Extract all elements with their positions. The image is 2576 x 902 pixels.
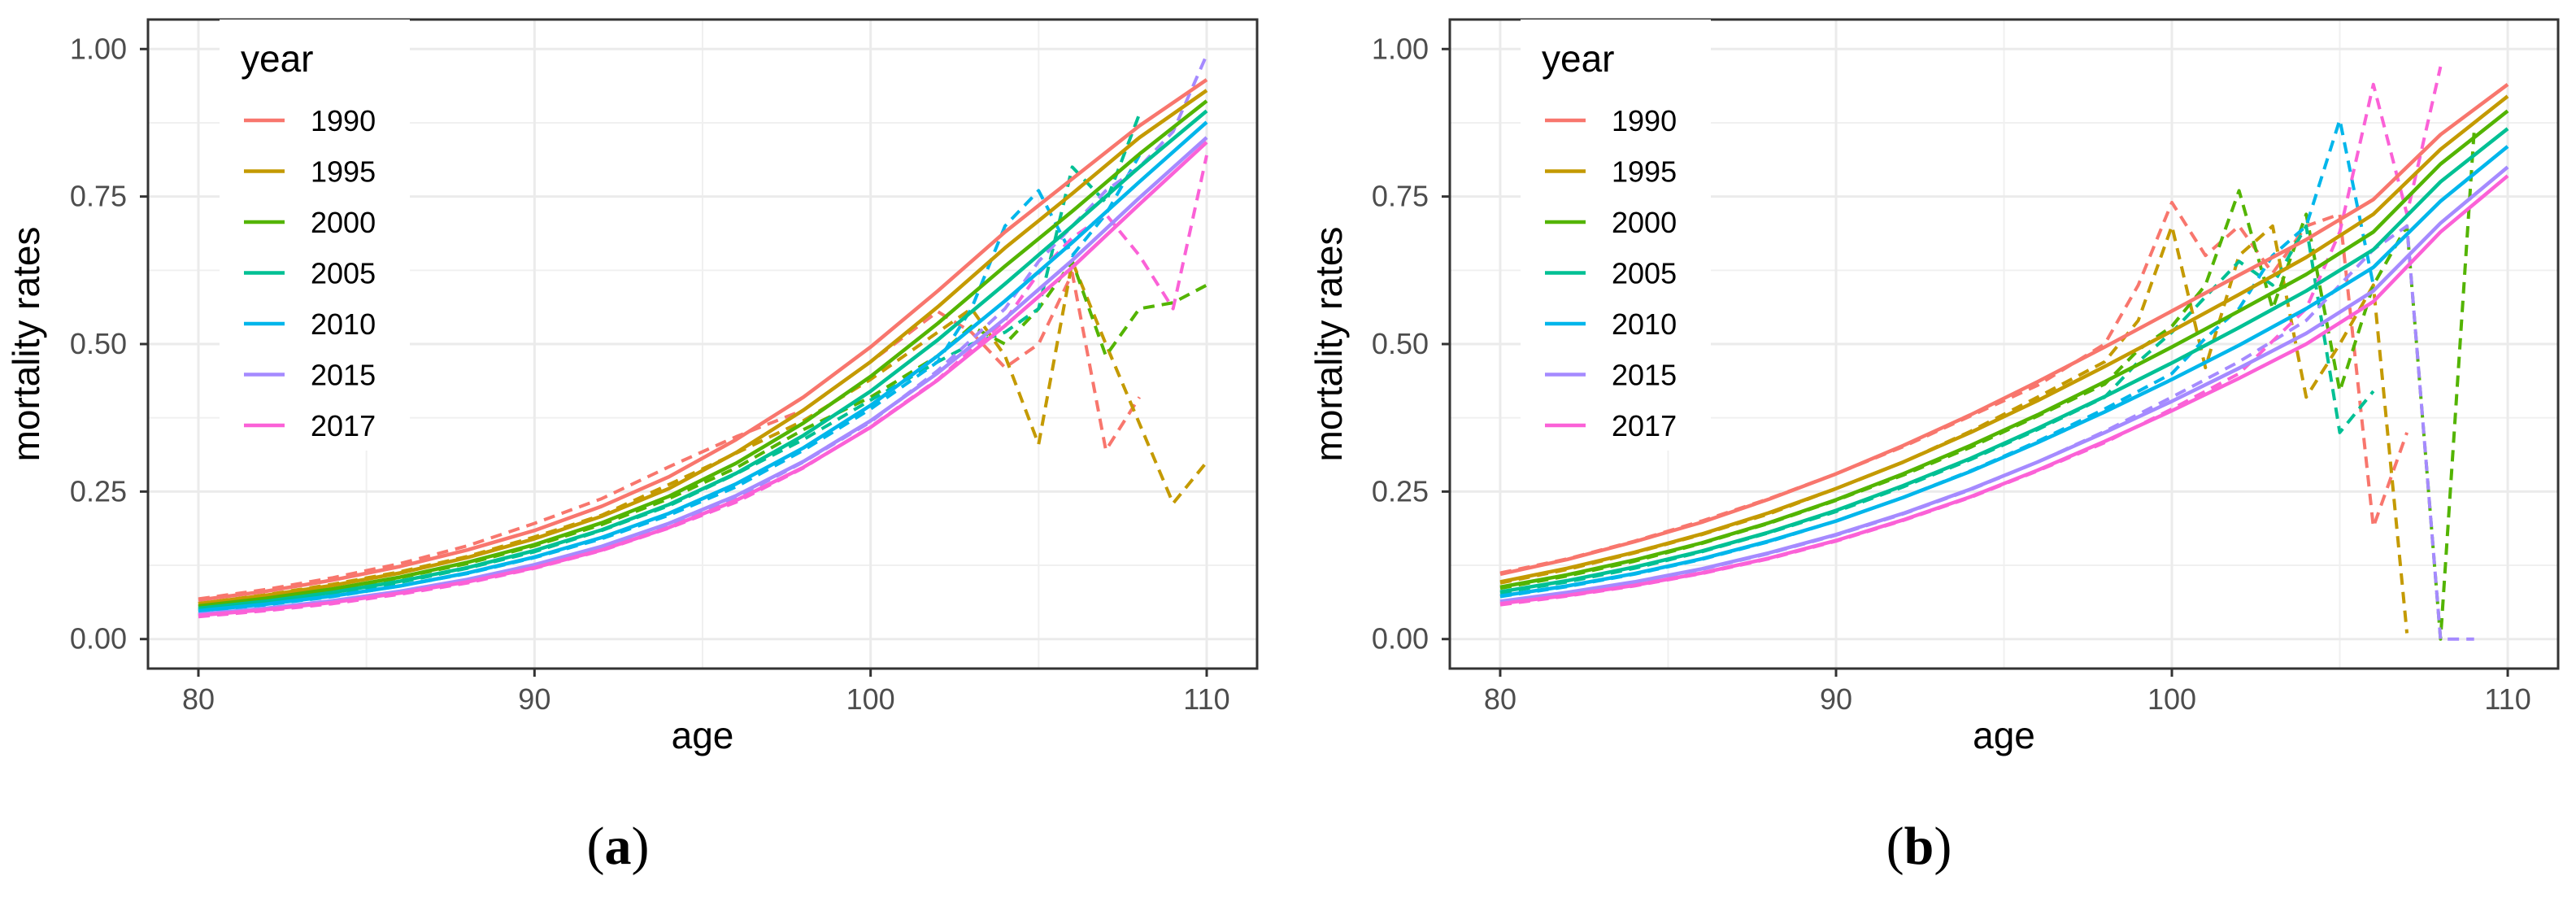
y-tick-label: 0.25 [1372,474,1429,508]
fitted-line-2015 [1499,165,2509,604]
legend-label: 1990 [1612,104,1677,137]
observed-line-1990 [198,271,1141,601]
legend-label: 2000 [1612,206,1677,239]
legend-label: 2010 [1612,307,1677,341]
legend: year 1990 1995 2000 2005 2010 2015 2017 [220,20,410,451]
y-tick-label: 1.00 [70,32,127,65]
legend-item: 2010 [244,307,376,341]
fitted-line-2010 [198,120,1208,613]
legend-item: 2000 [1545,206,1677,239]
legend-label: 1995 [311,155,376,189]
x-axis-title: age [1973,714,2035,756]
observed-line-2015 [198,54,1208,617]
chart-panel-a: 80 90 100 110 0.00 0.25 0.50 0.75 1.00 age mortali… [5,18,1259,876]
caption-part: ( [1886,817,1904,876]
fitted-line-2005 [198,109,1208,611]
legend-item: 1990 [1545,104,1677,137]
data-layer [198,54,1208,619]
y-tick-label: 0.50 [1372,327,1429,360]
legend-label: 2017 [311,409,376,442]
legend-item: 2010 [1545,307,1677,341]
y-tick-label: 0.25 [70,474,127,508]
y-axis-title: mortality rates [1308,227,1350,462]
x-tick-label: 90 [518,682,550,716]
x-tick-label: 80 [182,682,215,716]
fitted-line-2017 [1499,174,2509,606]
legend-title: year [1542,37,1614,80]
legend-label: 2005 [311,257,376,290]
x-axis-title: age [672,714,734,756]
observed-line-2015 [1499,224,2474,641]
legend-item: 2005 [244,257,376,290]
x-tick-label: 80 [1484,682,1516,716]
caption-part: ( [587,817,605,876]
fitted-line-1995 [1499,94,2509,584]
y-tick-label: 0.00 [1372,622,1429,656]
fitted-line-2005 [1499,127,2509,594]
panel-caption: (b) [1886,817,1952,876]
y-tick-label: 1.00 [1372,32,1429,65]
x-tick-label: 110 [1183,682,1229,716]
caption-part: ) [1934,817,1952,876]
legend-label: 2017 [1612,409,1677,442]
y-axis-title: mortality rates [5,227,47,462]
legend-background [220,20,410,451]
x-tick-label: 100 [846,682,895,716]
legend-item: 2005 [1545,257,1677,290]
legend-label: 2000 [311,206,376,239]
legend-item: 2015 [244,359,376,392]
y-tick-label: 0.75 [70,180,127,213]
panel-caption: (a) [587,817,650,876]
legend-label: 1990 [311,104,376,137]
caption-part: b [1904,817,1934,876]
legend-item: 1990 [244,104,376,137]
observed-line-1995 [198,259,1208,606]
legend-item: 2017 [244,409,376,442]
legend-label: 2015 [311,359,376,392]
x-tick-label: 100 [2147,682,2196,716]
legend-item: 2000 [244,206,376,239]
legend-item: 2017 [1545,409,1677,442]
caption-part: a [605,817,632,876]
y-tick-label: 0.75 [1372,180,1429,213]
fitted-line-1995 [198,89,1208,606]
legend-item: 1995 [244,155,376,189]
legend-title: year [241,37,313,80]
y-tick-label: 0.50 [70,327,127,360]
fitted-line-1990 [1499,82,2509,577]
caption-part: ) [632,817,650,876]
fitted-line-2017 [198,141,1208,617]
fitted-line-2000 [198,99,1208,608]
x-tick-label: 90 [1820,682,1852,716]
chart-panel-b: 80 90 100 110 0.00 0.25 0.50 0.75 1.00 age mortali… [1308,18,2560,876]
fitted-line-1990 [198,78,1208,603]
legend-background [1521,20,1711,451]
legend-label: 1995 [1612,155,1677,189]
y-tick-label: 0.00 [70,622,127,656]
x-tick-label: 110 [2484,682,2530,716]
legend-label: 2010 [311,307,376,341]
legend-label: 2015 [1612,359,1677,392]
legend-label: 2005 [1612,257,1677,290]
legend-item: 1995 [1545,155,1677,189]
legend-item: 2015 [1545,359,1677,392]
legend: year 1990 1995 2000 2005 2010 2015 2017 [1521,20,1711,451]
fitted-line-2000 [1499,109,2509,590]
fitted-line-2010 [1499,145,2509,599]
data-layer [1499,66,2509,641]
